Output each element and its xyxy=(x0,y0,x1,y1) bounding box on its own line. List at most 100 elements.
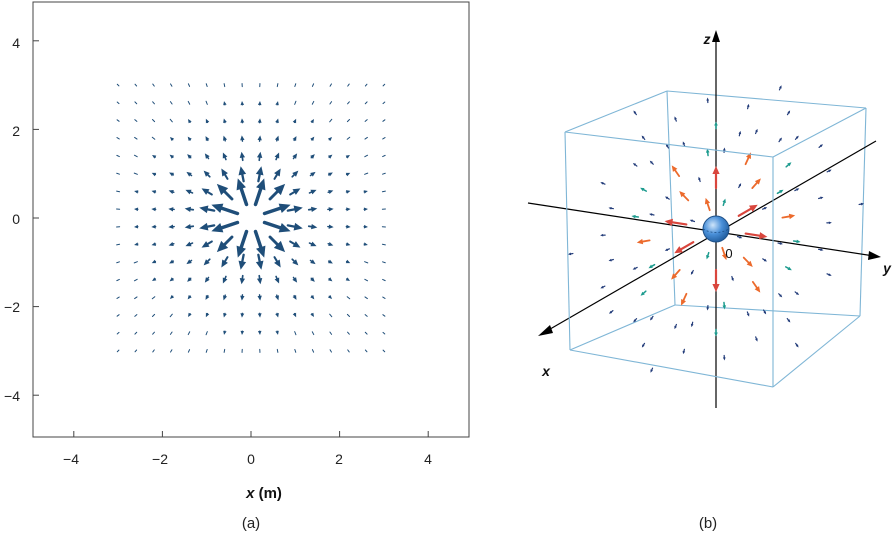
y-tick-label: −4 xyxy=(4,388,20,404)
field-arrow xyxy=(188,101,189,104)
field-arrow-3d xyxy=(827,221,832,224)
field-arrow xyxy=(330,314,332,317)
field-arrow-3d xyxy=(650,368,652,373)
field-arrow-3d xyxy=(738,131,741,136)
field-arrow xyxy=(206,136,210,141)
field-arrow xyxy=(206,101,207,104)
field-arrow xyxy=(152,314,154,316)
field-arrow-3d xyxy=(609,311,613,314)
field-arrow xyxy=(265,223,291,233)
field-arrow xyxy=(169,190,174,194)
field-arrow xyxy=(365,173,368,174)
field-arrow xyxy=(309,190,316,195)
field-arrow xyxy=(117,155,120,156)
field-arrow xyxy=(117,84,119,86)
field-arrow xyxy=(206,350,207,353)
z-axis-arrowhead xyxy=(712,30,720,42)
point-charge xyxy=(703,216,729,242)
field-arrow xyxy=(328,242,333,246)
field-arrow xyxy=(135,137,137,139)
field-arrow xyxy=(347,314,349,316)
field-arrow xyxy=(206,84,207,87)
field-arrow xyxy=(328,295,332,299)
field-arrow-3d xyxy=(738,183,741,187)
field-arrow xyxy=(171,350,172,352)
field-arrow xyxy=(383,315,385,316)
field-arrow xyxy=(328,277,332,281)
y-tick-label: 0 xyxy=(12,211,20,227)
panel-a-caption: (a) xyxy=(242,515,260,532)
field-arrow xyxy=(152,155,156,159)
field-arrow xyxy=(364,225,368,229)
field-arrow-3d xyxy=(747,104,750,109)
field-arrow xyxy=(275,118,279,123)
field-arrow xyxy=(171,84,172,86)
field-arrow-3d xyxy=(779,294,782,298)
cube-edge xyxy=(570,350,773,387)
field-arrow xyxy=(347,137,350,139)
field-arrow-3d xyxy=(794,240,801,244)
field-arrow xyxy=(383,138,385,139)
field-arrow-3d xyxy=(786,267,792,270)
field-arrow xyxy=(274,169,281,179)
field-arrow xyxy=(364,242,368,245)
x-tick-label: 0 xyxy=(247,451,255,467)
field-arrow-3d xyxy=(779,138,782,142)
field-arrow xyxy=(217,184,232,199)
field-arrow-3d xyxy=(722,199,725,206)
field-arrow-3d xyxy=(683,141,686,146)
field-arrow xyxy=(223,101,226,105)
field-arrow-3d xyxy=(650,161,653,165)
field-arrow xyxy=(188,332,189,335)
field-arrow xyxy=(328,207,334,211)
field-arrow xyxy=(310,172,315,177)
field-arrow-3d xyxy=(787,110,790,114)
field-arrow xyxy=(206,313,209,317)
field-arrow xyxy=(293,119,296,123)
field-arrow xyxy=(330,102,332,104)
field-arrow xyxy=(309,207,318,212)
field-arrow xyxy=(134,155,137,156)
field-arrow xyxy=(382,244,385,245)
field-arrow-3d xyxy=(796,343,799,347)
field-arrow xyxy=(168,224,174,228)
field-arrow xyxy=(383,279,386,280)
field-arrow xyxy=(364,190,368,193)
vector-field-a xyxy=(117,84,386,353)
field-arrow-3d xyxy=(690,220,695,223)
field-arrow xyxy=(309,224,318,229)
field-arrow xyxy=(365,84,367,86)
field-arrow xyxy=(257,135,261,141)
field-arrow xyxy=(152,277,156,281)
field-arrow xyxy=(186,259,191,264)
field-arrow xyxy=(258,331,262,335)
field-arrow xyxy=(346,242,351,246)
field-arrow xyxy=(199,206,214,214)
field-arrow xyxy=(383,350,385,352)
field-arrow xyxy=(240,152,245,161)
field-arrow-3d xyxy=(787,319,790,323)
x-axis-label-3d: x xyxy=(541,363,551,379)
field-arrow xyxy=(383,332,385,334)
cube-edge xyxy=(773,108,866,157)
field-arrow-3d xyxy=(755,337,758,342)
field-arrow xyxy=(205,277,210,282)
field-arrow xyxy=(223,276,228,283)
field-arrow xyxy=(312,101,313,104)
field-arrow xyxy=(199,223,214,231)
field-arrow xyxy=(241,331,245,335)
field-arrow xyxy=(117,244,120,245)
field-arrow xyxy=(188,350,189,353)
field-arrow-3d xyxy=(600,286,604,289)
field-arrow-3d xyxy=(779,85,781,90)
field-arrow-3d xyxy=(819,197,824,200)
field-arrow-3d xyxy=(633,267,637,270)
field-arrow xyxy=(346,190,351,194)
field-arrow xyxy=(364,208,368,212)
field-arrow xyxy=(310,154,315,159)
field-arrow xyxy=(312,332,313,335)
field-arrow xyxy=(365,262,368,263)
field-arrow xyxy=(258,118,262,122)
field-arrow xyxy=(206,332,207,335)
